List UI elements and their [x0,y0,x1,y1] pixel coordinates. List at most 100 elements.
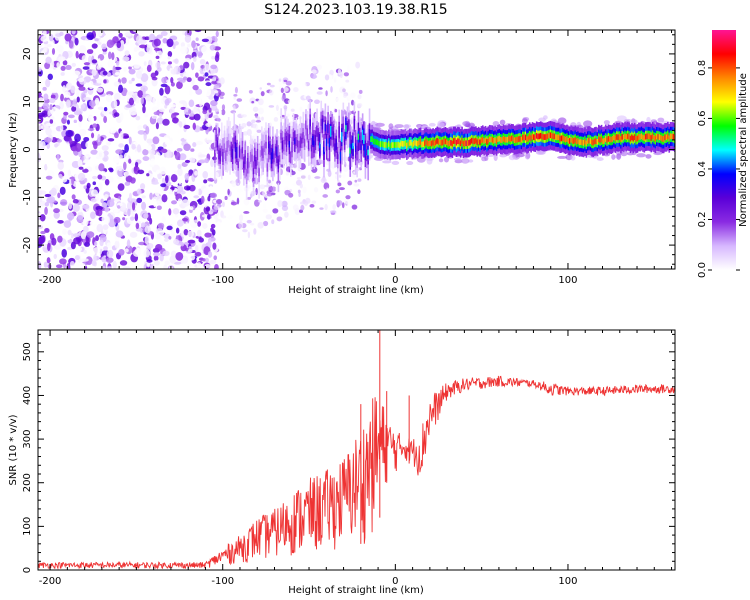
spectrogram-cell [275,187,278,192]
spectrogram-cell [355,61,361,69]
spectrogram-cell [98,182,103,191]
spectrogram-cell [78,114,83,122]
spectrogram-cell [105,216,110,225]
spectrogram-cell [74,37,79,46]
spectrogram-ridge [272,148,274,160]
spectrogram-cell [159,166,167,175]
spectrogram-cell [53,208,60,214]
spectrogram-ridge [365,149,368,155]
spectrogram-cell [350,92,356,99]
spectrogram-ridge [646,133,648,140]
spectrogram-cell [92,123,98,128]
spectrogram-cell [64,91,71,99]
spectrogram-cell [63,111,69,116]
spectrogram-cell [270,186,277,192]
spectrogram-ridge [560,135,563,142]
spectrogram-cell [97,174,103,180]
spectrogram-ridge [226,140,229,153]
spectrogram-cell [78,86,86,91]
spectrogram-cell [342,164,349,172]
spectrogram-cell [646,116,651,123]
spectrogram-ridge [263,143,266,152]
spectrogram-cell [82,66,90,70]
spectrogram-cell [100,198,104,204]
spectrogram-ytick-label: -20 [22,237,33,253]
spectrogram-ridge [354,143,357,152]
spectrogram-ridge [490,136,492,143]
spectrogram-cell [203,179,208,184]
spectrogram-cell [143,61,147,66]
spectrogram-ridge [614,135,617,142]
spectrogram-ridge [379,141,382,148]
snr-ytick-label: 400 [22,386,33,405]
spectrogram-cell [207,195,211,202]
spectrogram-cell [201,214,209,218]
spectrogram-cell [77,75,84,79]
spectrogram-ridge [469,139,472,145]
spectrogram-cell [174,58,179,64]
spectrogram-cell [181,217,189,222]
spectrogram-cell [331,183,336,188]
spectrogram-ridge [306,128,309,140]
spectrogram-ridge [664,134,666,141]
spectrogram-ridge [254,155,256,162]
spectrogram-cell [188,184,196,192]
spectrogram-ridge [309,119,311,130]
spectrogram-ridge [660,134,662,141]
spectrogram-cell [156,66,162,72]
spectrogram-cell [105,94,113,103]
spectrogram-ridge [524,134,527,141]
spectrogram-ridge [479,139,481,146]
spectrogram-ridge [548,132,550,139]
spectrogram-ridge [240,149,242,159]
spectrogram-cell [51,47,56,55]
spectrogram-cell [197,204,204,209]
spectrogram-ridge [385,141,387,148]
spectrogram-cell [178,121,183,128]
spectrogram-cell [318,87,323,90]
spectrogram-cell [645,154,652,159]
snr-panel: -200 -100 0 100 0 100 200 300 400 500 Height of s… [8,329,676,596]
spectrogram-ridge [638,134,640,140]
spectrogram-cell [42,86,47,91]
spectrogram-ridge [486,139,488,145]
spectrogram-cell [44,206,48,215]
spectrogram-cell [98,163,105,172]
spectrogram-ridge [575,138,578,145]
spectrogram-ridge [296,140,299,148]
spectrogram-cell [189,116,196,120]
spectrogram-cell [178,178,182,185]
spectrogram-ridge [277,159,280,169]
spectrogram-cell [86,147,92,152]
spectrogram-cell [96,209,103,217]
spectrogram-ridge [621,133,624,140]
spectrogram-cell [213,114,219,119]
spectrogram-ridge [457,138,459,145]
spectrogram-cell [298,192,301,198]
spectrogram-ridge [459,140,462,147]
spectrogram-cell [216,117,221,122]
spectrogram-ridge [542,134,545,140]
spectrogram-ridge [361,129,364,140]
spectrogram-cell [216,221,222,228]
spectrogram-cell [106,114,113,119]
spectrogram-cell [146,64,152,73]
spectrogram-cell [45,56,52,64]
spectrogram-ridge [470,137,473,144]
spectrogram-cell [102,51,107,55]
spectrogram-ridge [480,137,483,144]
spectrogram-cell [209,185,213,193]
spectrogram-cell [38,261,42,269]
spectrogram-cell [164,85,171,95]
spectrogram-cell [247,231,251,239]
spectrogram-cell [61,248,67,258]
spectrogram-cell [603,120,610,125]
spectrogram-ridge [472,138,474,144]
spectrogram-cell [204,157,210,164]
spectrogram-cell [210,227,214,233]
spectrogram-cell [49,104,53,110]
spectrogram-ridge [281,140,284,150]
spectrogram-cell [224,195,228,201]
spectrogram-cell [251,100,255,104]
spectrogram-ridge [227,140,230,148]
